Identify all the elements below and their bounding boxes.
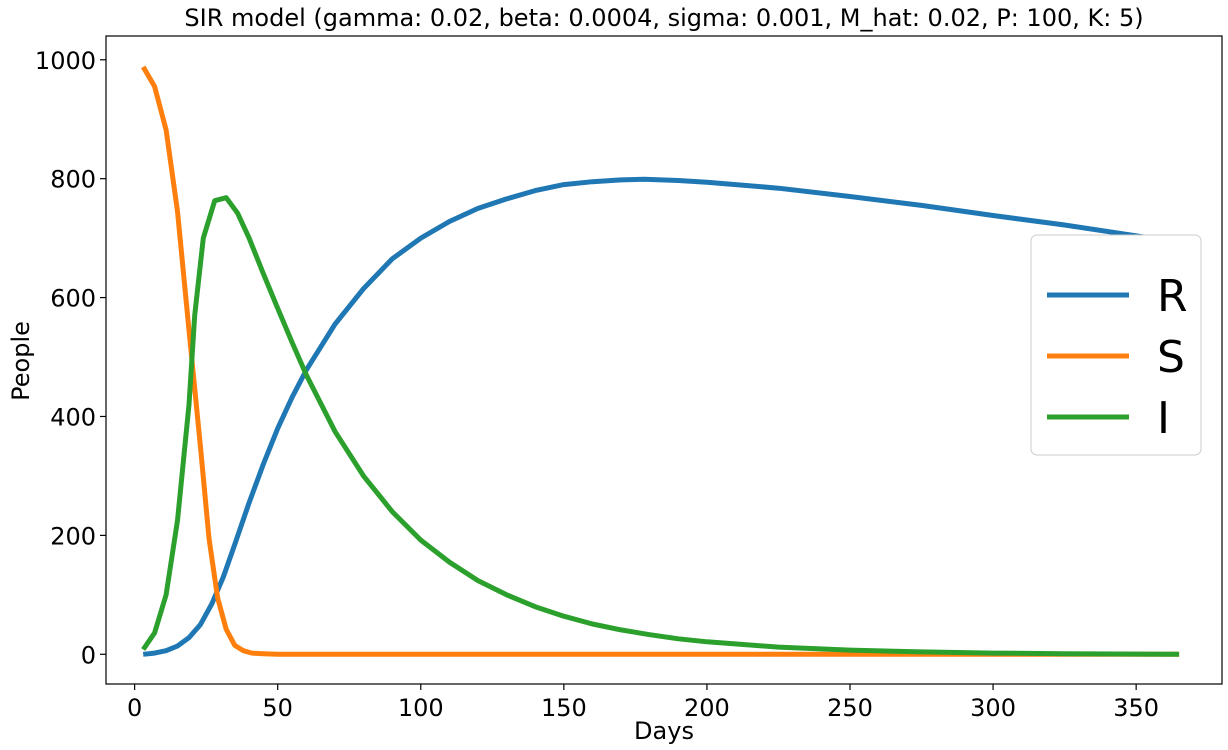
y-tick-label: 400 xyxy=(50,403,96,431)
x-tick-label: 0 xyxy=(127,694,142,722)
legend-label-R: R xyxy=(1157,271,1188,322)
x-axis-label: Days xyxy=(634,717,694,745)
legend-box xyxy=(1030,234,1202,456)
x-tick-label: 300 xyxy=(970,694,1016,722)
plot-area xyxy=(105,35,1223,685)
x-tick-label: 100 xyxy=(398,694,444,722)
x-axis: 0 50 100 150 200 250 300 350 xyxy=(127,684,1159,722)
legend-label-I: I xyxy=(1157,393,1170,444)
x-tick-label: 250 xyxy=(827,694,873,722)
x-tick-label: 350 xyxy=(1113,694,1159,722)
x-tick-label: 50 xyxy=(262,694,293,722)
y-tick-label: 600 xyxy=(50,285,96,313)
y-axis: 0 200 400 600 800 1000 xyxy=(35,47,106,669)
legend: RSI xyxy=(1030,234,1202,456)
series-line-S xyxy=(141,65,1180,657)
y-tick-label: 1000 xyxy=(35,47,96,75)
chart-title: SIR model (gamma: 0.02, beta: 0.0004, si… xyxy=(184,4,1143,32)
series-line-I xyxy=(141,195,1180,657)
series-line-R xyxy=(142,176,1180,657)
y-tick-label: 0 xyxy=(81,641,96,669)
x-tick-label: 150 xyxy=(541,694,587,722)
axes-frame xyxy=(105,35,1223,685)
y-axis-label: People xyxy=(7,321,35,401)
y-tick-label: 200 xyxy=(50,522,96,550)
x-tick-label: 200 xyxy=(684,694,730,722)
y-tick-label: 800 xyxy=(50,166,96,194)
legend-label-S: S xyxy=(1157,332,1185,383)
